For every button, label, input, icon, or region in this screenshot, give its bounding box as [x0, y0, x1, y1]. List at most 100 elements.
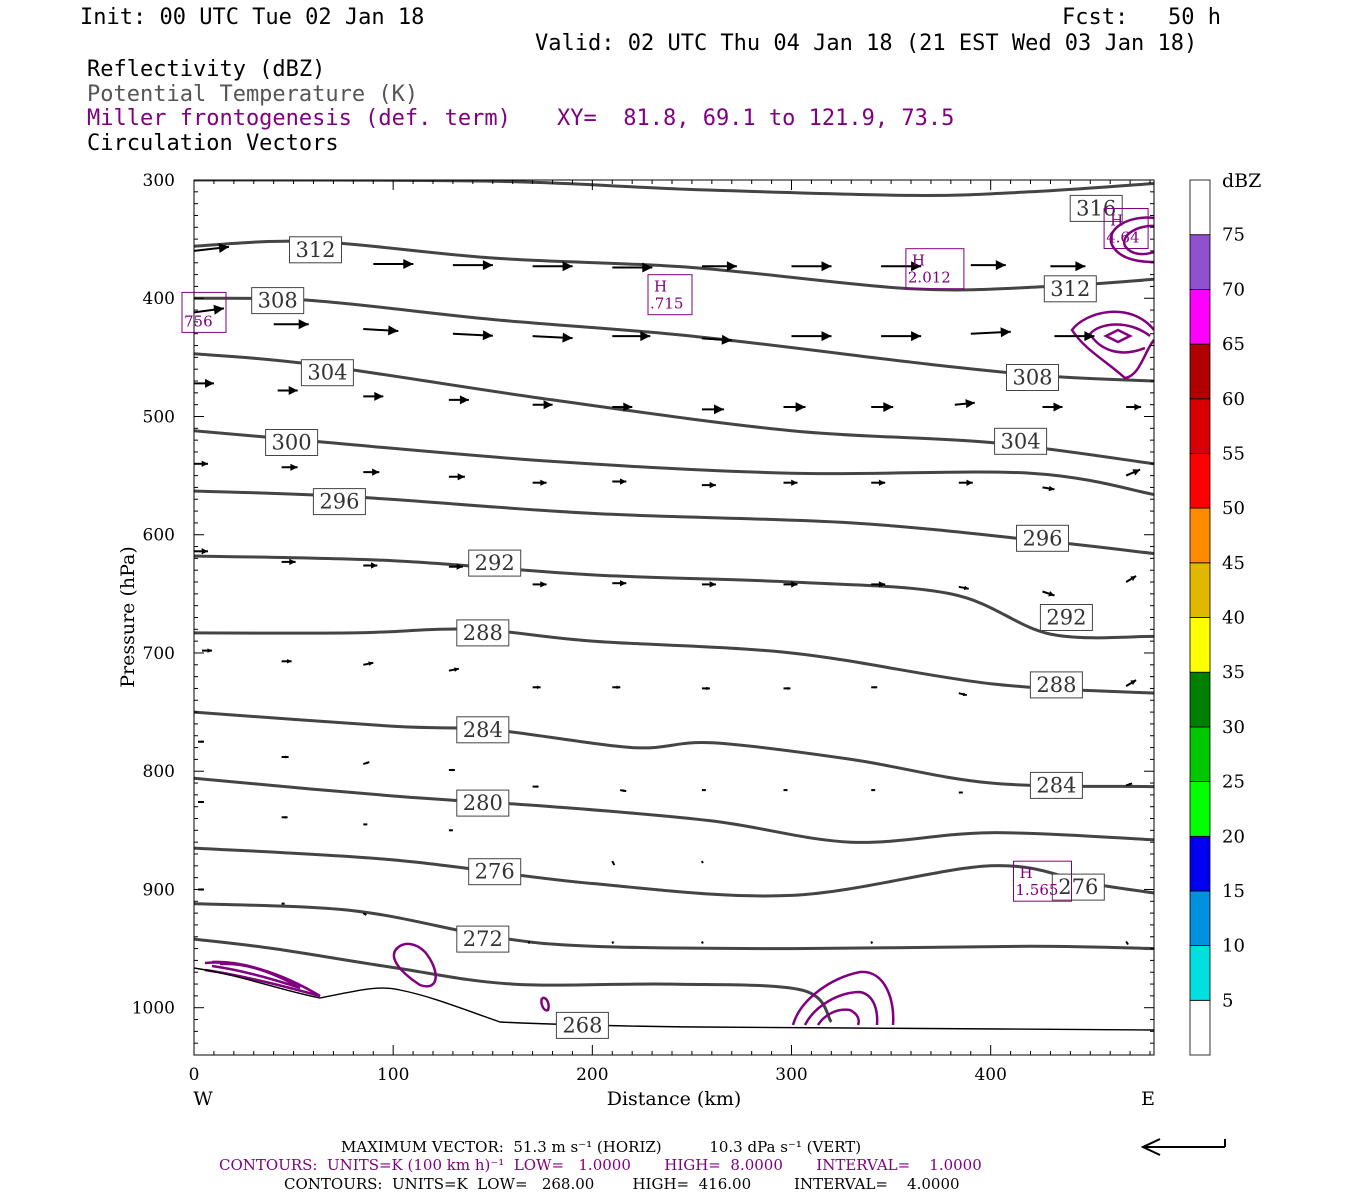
theta-contour: [194, 180, 1154, 197]
vector-arrow: [452, 260, 493, 271]
vector-arrow: [363, 823, 368, 826]
theta-contour: [194, 937, 833, 1023]
vector-arrow: [1125, 575, 1137, 583]
fronto-contour: [1070, 310, 1154, 380]
vector-arrow: [198, 740, 204, 743]
vector-arrow: [701, 686, 710, 691]
contour-label-box: [468, 549, 522, 577]
vector-arrow: [611, 860, 616, 866]
reference-vector: [1140, 1138, 1226, 1156]
y-tick-label: 400: [143, 289, 175, 309]
colorbar-cell: [1189, 562, 1211, 618]
vector-arrow: [373, 259, 414, 269]
contour-label-box: [251, 287, 305, 315]
fronto-max-value: 4.64: [1106, 229, 1139, 247]
vector-arrow: [783, 581, 798, 588]
vector-arrow: [1042, 402, 1063, 412]
vector-arrow: [362, 761, 370, 766]
colorbar-label: 45: [1222, 553, 1245, 574]
fronto-contour: [791, 970, 895, 1026]
vector-arrow: [1125, 940, 1129, 946]
contour-label: 276: [475, 860, 515, 884]
vector-arrow: [970, 327, 1011, 338]
colorbar-cell: [1189, 288, 1211, 345]
vector-arrow: [881, 261, 922, 272]
fronto-contour: [392, 942, 437, 988]
field-reflectivity: Reflectivity (dBZ): [87, 57, 326, 82]
vector-arrow: [532, 479, 547, 486]
vector-arrow: [273, 319, 309, 330]
vector-arrow: [1050, 261, 1086, 272]
colorbar-cell: [1189, 617, 1211, 673]
vector-arrow: [783, 402, 806, 412]
contour-label-box: [1051, 873, 1105, 901]
contour-label-box: [1029, 771, 1083, 799]
fronto-contour: [816, 1008, 860, 1026]
vector-arrow: [612, 331, 651, 342]
contour-label: 292: [475, 551, 515, 575]
colorbar-label: 40: [1222, 608, 1245, 629]
colorbar-cell: [1189, 835, 1211, 892]
fronto-max-label: H: [654, 278, 667, 296]
vector-arrow: [281, 755, 289, 759]
colorbar-label: 30: [1222, 717, 1245, 738]
contour-label-box: [456, 789, 510, 817]
contour-label: 296: [319, 490, 359, 514]
vector-arrow: [871, 581, 886, 588]
contour-label-box: [456, 716, 510, 744]
colorbar-label: 20: [1222, 826, 1245, 847]
fronto-max-label: H: [912, 252, 925, 270]
vector-arrow: [620, 789, 627, 793]
vector-arrow: [194, 243, 230, 253]
colorbar-cell: [1189, 179, 1211, 236]
contour-label-box: [456, 925, 510, 953]
contour-label-box: [300, 359, 354, 387]
fronto-max-value: 756: [184, 312, 213, 330]
vector-arrow: [612, 402, 633, 412]
theta-contour: [194, 554, 1154, 640]
fronto-contour: [1103, 328, 1133, 344]
vector-arrow: [194, 548, 208, 555]
fronto-contour: [540, 996, 550, 1012]
vector-arrow: [1125, 782, 1133, 787]
vector-arrow: [701, 941, 704, 944]
contour-label: 308: [1012, 366, 1052, 390]
fronto-max-box: [181, 291, 227, 333]
vector-arrow: [532, 581, 547, 588]
contour-label: 280: [463, 791, 503, 815]
vector-arrow: [701, 860, 704, 864]
colorbar-label: 15: [1222, 881, 1245, 902]
field-theta: Potential Temperature (K): [87, 82, 419, 107]
contour-label-box: [1029, 671, 1083, 699]
vector-arrow: [362, 912, 367, 916]
contour-label: 312: [295, 238, 335, 262]
vector-arrow: [363, 468, 380, 476]
fronto-contour: [211, 960, 301, 990]
colorbar-label: 65: [1222, 334, 1245, 355]
vector-arrow: [958, 479, 973, 486]
vector-arrow: [611, 941, 615, 944]
contour-label: 304: [1001, 429, 1041, 453]
vector-arrow: [194, 304, 225, 315]
vector-arrow: [783, 789, 788, 792]
vector-arrow: [701, 581, 716, 588]
vector-arrow: [452, 330, 493, 341]
x-tick-label: 0: [189, 1065, 200, 1085]
contour-label: 300: [272, 431, 312, 455]
colorbar-label: 55: [1222, 443, 1245, 464]
vector-arrow: [783, 686, 791, 690]
vector-arrow: [871, 479, 886, 486]
vector-arrow: [701, 334, 732, 345]
colorbar-cell: [1189, 398, 1211, 454]
contour-label: 304: [307, 361, 347, 385]
colorbar-label: 75: [1222, 225, 1245, 246]
vector-arrow: [954, 399, 975, 409]
fronto-max-value: .715: [650, 295, 683, 313]
contour-label-box: [1006, 364, 1059, 391]
x-axis-title: Distance (km): [607, 1088, 742, 1110]
theta-contour: [194, 902, 1154, 951]
colorbar-title: dBZ: [1222, 170, 1261, 192]
theta-contour: [194, 627, 1154, 695]
vector-arrow: [1042, 590, 1055, 597]
vector-arrow: [448, 768, 455, 772]
